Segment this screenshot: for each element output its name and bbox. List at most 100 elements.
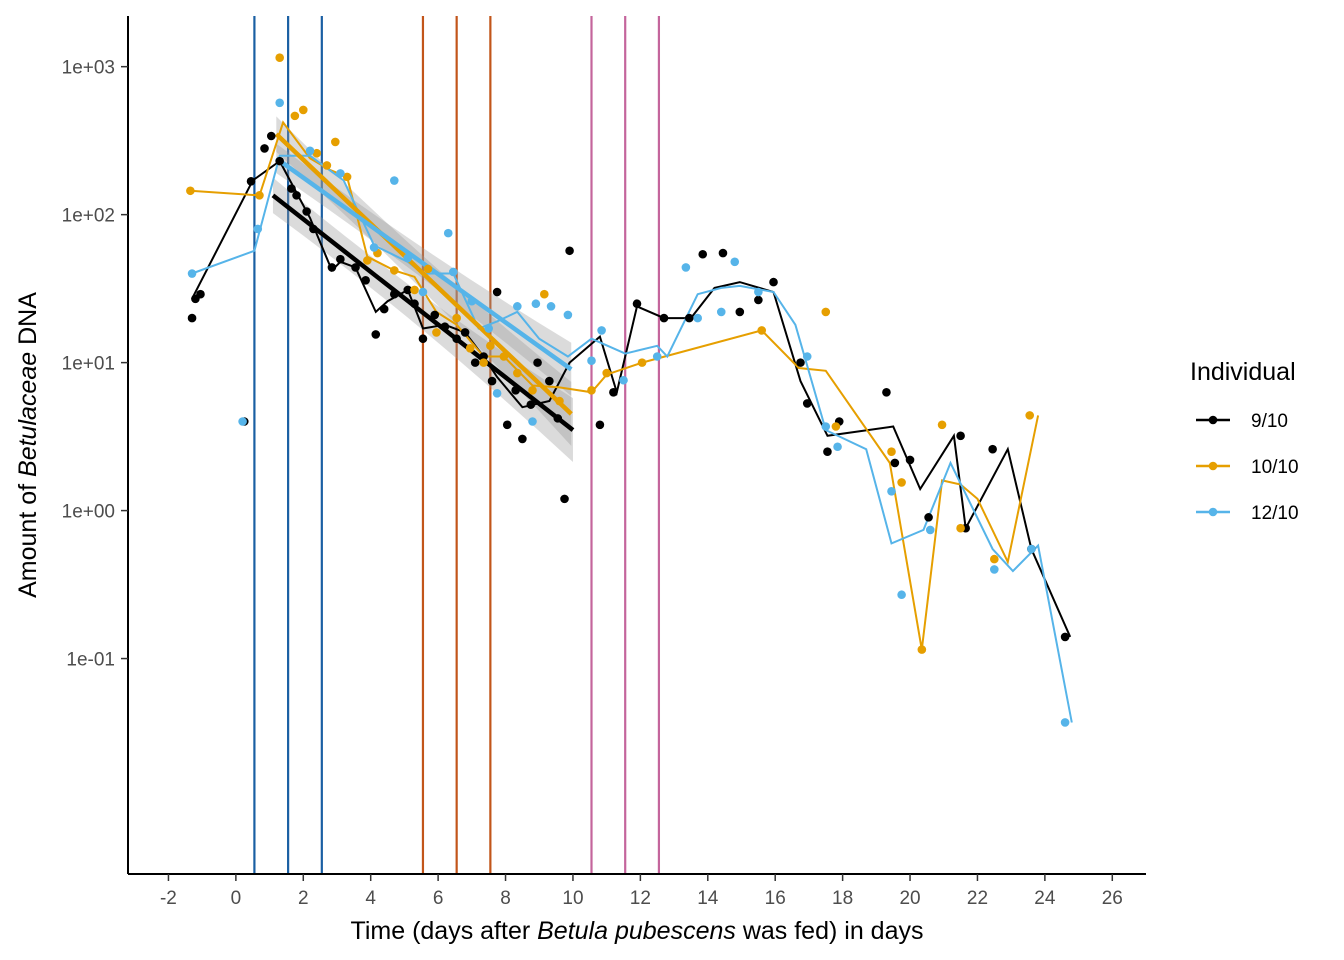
- data-point-10/10-6: [312, 148, 322, 158]
- x-ticks: -2 0 2 4 6 8 10 12 14 16 18 20 22 24 26: [160, 874, 1123, 909]
- data-point-10/10-4: [290, 111, 300, 121]
- data-point-12/10-30: [802, 352, 812, 361]
- x-tick-label: 16: [765, 888, 786, 909]
- data-point-9/10-27: [470, 358, 480, 367]
- y-tick-label: 1e+02: [62, 206, 115, 227]
- legend-keys: 9/10 10/10 12/10: [1196, 411, 1299, 524]
- legend-label-10/10: 10/10: [1251, 457, 1299, 478]
- data-point-10/10-7: [322, 161, 332, 170]
- data-point-9/10-41: [609, 388, 618, 397]
- data-point-12/10-36: [990, 565, 999, 574]
- data-point-9/10-31: [502, 420, 512, 430]
- y-tick-label: 1e+00: [62, 502, 115, 523]
- data-point-9/10-3: [196, 289, 205, 299]
- data-point-12/10-12: [448, 267, 458, 277]
- y-tick-label: 1e+01: [62, 354, 115, 375]
- y-tick-label: 1e-01: [66, 650, 115, 671]
- data-point-12/10-37: [1027, 544, 1036, 554]
- data-point-10/10-16: [452, 313, 461, 323]
- x-tick-label: 6: [433, 888, 444, 909]
- data-point-12/10-35: [925, 525, 935, 535]
- data-point-12/10-29: [754, 287, 763, 297]
- data-point-10/10-23: [540, 289, 549, 299]
- data-point-10/10-29: [821, 307, 831, 317]
- x-tick-label: 18: [832, 888, 853, 909]
- data-point-10/10-9: [342, 172, 352, 182]
- data-point-9/10-29: [487, 376, 497, 386]
- data-point-9/10-44: [684, 313, 694, 323]
- data-point-10/10-26: [602, 368, 611, 378]
- data-point-9/10-19: [389, 289, 399, 299]
- data-point-12/10-2: [238, 417, 247, 426]
- data-point-9/10-30: [492, 287, 502, 297]
- data-point-12/10-9: [403, 253, 413, 263]
- data-point-9/10-39: [565, 246, 574, 256]
- x-tick-label: 22: [967, 888, 988, 909]
- data-point-9/10-13: [327, 263, 337, 272]
- data-point-12/10-13: [467, 296, 477, 306]
- data-point-12/10-17: [528, 417, 537, 426]
- x-tick-label: 8: [500, 888, 511, 909]
- data-point-12/10-15: [492, 389, 502, 398]
- data-point-9/10-54: [882, 388, 891, 397]
- data-point-10/10-24: [555, 396, 564, 406]
- data-point-10/10-8: [331, 137, 340, 147]
- x-tick-label: 26: [1102, 888, 1123, 909]
- data-point-10/10-15: [432, 328, 441, 337]
- data-point-9/10-51: [802, 399, 812, 408]
- data-point-12/10-38: [1060, 718, 1070, 727]
- data-point-9/10-14: [336, 254, 345, 264]
- data-point-9/10-21: [410, 299, 419, 309]
- data-point-9/10-24: [440, 322, 450, 331]
- data-point-9/10-58: [956, 431, 965, 441]
- data-point-9/10-32: [511, 385, 520, 395]
- data-point-12/10-3: [253, 224, 263, 234]
- legend-label-9/10: 9/10: [1251, 411, 1288, 432]
- data-point-9/10-34: [526, 400, 536, 409]
- data-point-9/10-15: [351, 263, 360, 272]
- data-point-10/10-5: [298, 105, 308, 115]
- data-point-9/10-48: [754, 295, 763, 305]
- series-points: [186, 53, 1070, 727]
- reference-lines: [253, 16, 661, 874]
- trend-lines: [271, 132, 575, 432]
- data-point-9/10-52: [823, 447, 832, 457]
- data-point-12/10-19: [546, 302, 556, 311]
- x-tick-label: -2: [160, 888, 177, 909]
- data-point-10/10-14: [423, 264, 433, 274]
- series-line-9/10: [191, 159, 1072, 638]
- x-tick-label: 14: [697, 888, 719, 909]
- data-point-12/10-28: [730, 257, 740, 267]
- data-point-9/10-60: [988, 444, 997, 454]
- data-point-12/10-20: [563, 310, 573, 320]
- x-tick-label: 12: [630, 888, 651, 909]
- data-point-12/10-18: [531, 299, 541, 309]
- data-point-9/10-5: [246, 177, 256, 186]
- data-point-12/10-4: [275, 98, 284, 108]
- x-tick-label: 24: [1034, 888, 1056, 909]
- data-point-9/10-11: [302, 207, 311, 216]
- data-point-12/10-14: [484, 324, 493, 333]
- data-point-9/10-42: [632, 299, 642, 309]
- data-point-9/10-6: [260, 144, 269, 153]
- axes: [127, 16, 1146, 875]
- data-point-10/10-13: [410, 285, 419, 295]
- data-point-9/10-55: [890, 458, 900, 468]
- x-tick-label: 4: [365, 888, 376, 909]
- data-point-12/10-10: [418, 287, 428, 297]
- trend-band-10/10: [276, 116, 572, 446]
- legend-key-point-12/10: [1208, 507, 1218, 517]
- series-line-12/10: [191, 154, 1073, 723]
- data-point-9/10-7: [266, 131, 276, 141]
- x-tick-label: 2: [298, 888, 309, 909]
- data-point-12/10-7: [369, 243, 379, 252]
- data-point-10/10-22: [528, 385, 537, 395]
- trend-line-12/10: [275, 156, 573, 372]
- data-point-10/10-20: [499, 352, 509, 361]
- data-point-9/10-33: [518, 434, 527, 444]
- data-point-12/10-25: [681, 263, 691, 272]
- data-point-12/10-27: [716, 307, 726, 317]
- data-point-12/10-11: [443, 228, 453, 238]
- data-point-9/10-62: [1060, 632, 1070, 642]
- data-point-9/10-38: [560, 494, 569, 504]
